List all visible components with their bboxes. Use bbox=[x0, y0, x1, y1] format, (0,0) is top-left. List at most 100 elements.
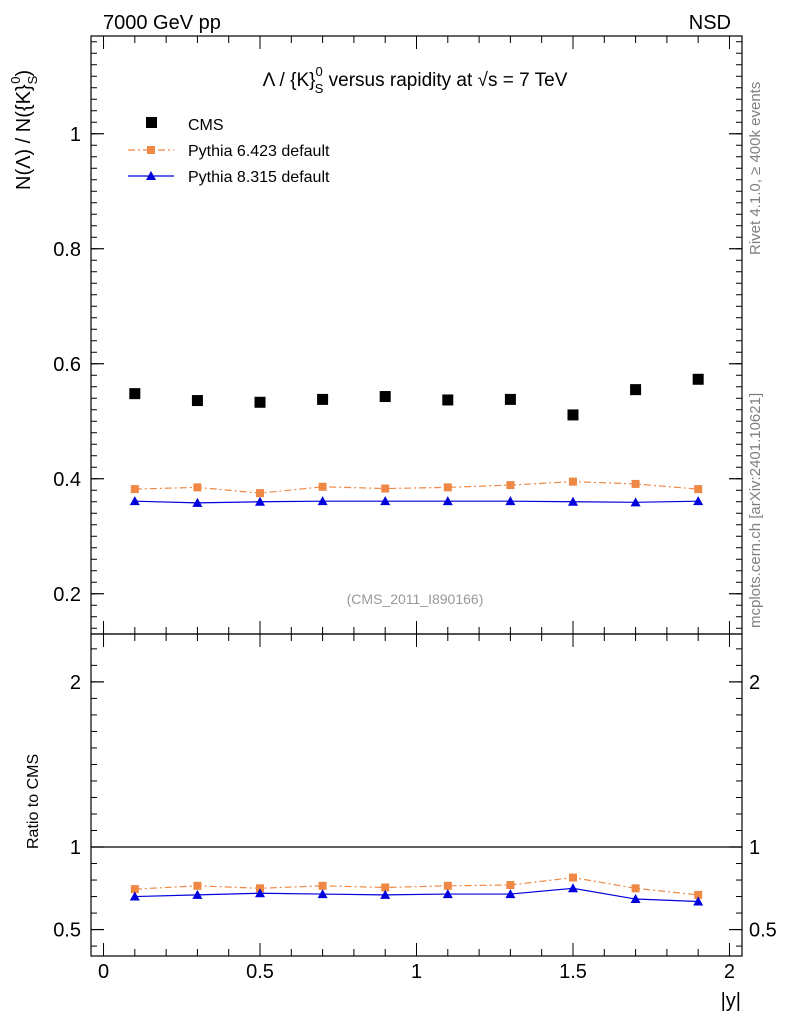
main-pythia8-point bbox=[567, 496, 578, 506]
ratio-frame bbox=[90, 633, 743, 957]
x-tick-label: 2 bbox=[724, 961, 735, 983]
main-cms-point bbox=[317, 393, 329, 405]
main-y-tick-label: 0.8 bbox=[53, 239, 81, 261]
ylabel-close: ) bbox=[13, 70, 35, 77]
ratio-y-tick-label-right: 1 bbox=[749, 837, 760, 859]
ratio-pythia8-point bbox=[630, 894, 641, 904]
title-slash: / {K} bbox=[274, 70, 315, 91]
main-pythia8-point bbox=[442, 496, 453, 506]
ratio-pythia8-point bbox=[129, 891, 140, 901]
main-pythia8-point bbox=[317, 496, 328, 506]
main-pythia8-point bbox=[505, 496, 516, 506]
ratio-ticks: 0.5 0.5 1 1 2 2 0 0.5 1 1.5 2 bbox=[53, 634, 777, 983]
legend-py8-marker bbox=[146, 171, 156, 180]
title-sqrt: √ bbox=[478, 70, 489, 91]
legend: CMS Pythia 6.423 default Pythia 8.315 de… bbox=[128, 117, 330, 186]
mcplots-label: mcplots.cern.ch [arXiv:2401.10621] bbox=[747, 393, 764, 628]
header-right: NSD bbox=[689, 12, 731, 34]
title-mid: versus rapidity at bbox=[323, 70, 477, 91]
main-pythia8-point bbox=[693, 496, 704, 506]
main-y-tick-label: 1 bbox=[70, 124, 81, 146]
main-pythia8-point bbox=[192, 497, 203, 507]
ratio-y-tick-label-left: 1 bbox=[70, 837, 81, 859]
main-y-tick-label: 0.2 bbox=[53, 584, 81, 606]
main-cms-point bbox=[442, 394, 454, 406]
title-sub: S bbox=[315, 81, 324, 96]
ratio-pythia6-point bbox=[694, 890, 703, 899]
analysis-watermark: (CMS_2011_I890166) bbox=[347, 591, 484, 607]
main-cms-point bbox=[379, 391, 391, 403]
main-cms-point bbox=[129, 388, 141, 400]
header-left: 7000 GeV pp bbox=[103, 12, 221, 34]
main-y-tick-label: 0.4 bbox=[53, 469, 81, 491]
ratio-pythia8-point bbox=[380, 889, 391, 899]
x-tick-label: 0.5 bbox=[246, 961, 274, 983]
main-pythia8-point bbox=[630, 497, 641, 507]
title-sup: 0 bbox=[315, 64, 322, 79]
ylabel-sub: S bbox=[25, 75, 40, 84]
main-pythia8-point bbox=[129, 496, 140, 506]
main-pythia6-point bbox=[130, 485, 139, 494]
main-cms-point bbox=[504, 393, 516, 405]
main-marks bbox=[129, 373, 704, 507]
main-cms-point bbox=[254, 396, 266, 408]
title-lambda: Λ bbox=[263, 70, 276, 91]
ratio-pythia8-point bbox=[255, 888, 266, 898]
ratio-pythia6-point bbox=[193, 881, 202, 890]
ratio-y-tick-label-right: 2 bbox=[749, 672, 760, 694]
ratio-pythia8-point bbox=[693, 896, 704, 906]
ratio-pythia6-point bbox=[130, 885, 139, 894]
ylabel-sup: 0 bbox=[8, 76, 23, 83]
main-cms-point bbox=[692, 373, 704, 385]
main-pythia6-point bbox=[694, 485, 703, 494]
main-pythia6-point bbox=[318, 482, 327, 491]
rivet-label: Rivet 4.1.0, ≥ 400k events bbox=[747, 82, 764, 255]
ratio-pythia6-point bbox=[318, 881, 327, 890]
ratio-pythia6-point bbox=[381, 883, 390, 892]
ratio-pythia6-point bbox=[568, 873, 577, 882]
x-tick-label: 1.5 bbox=[559, 961, 587, 983]
main-pythia6-point bbox=[381, 484, 390, 493]
main-panel: 0.20.40.60.81 Λ / {K}0 S versus rapidity … bbox=[8, 35, 743, 635]
chart-title: Λ / {K}0 S versus rapidity at √s = 7 TeV bbox=[263, 64, 568, 96]
main-ticks: 0.2 0.4 0.6 0.8 1 bbox=[53, 36, 742, 634]
ratio-y-tick-label-right: 0.5 bbox=[749, 920, 777, 942]
ratio-pythia8-point bbox=[442, 889, 453, 899]
main-pythia6-point bbox=[193, 483, 202, 492]
ratio-pythia6-point bbox=[443, 881, 452, 890]
ratio-panel: 0.5 0.5 1 1 2 2 0 0.5 1 1.5 2 Ratio to CMS |y| bbox=[25, 633, 777, 1012]
legend-cms-label: CMS bbox=[188, 117, 224, 134]
x-axis-label: |y| bbox=[721, 990, 741, 1012]
ratio-pythia8-point bbox=[317, 889, 328, 899]
ratio-y-tick-label-left: 2 bbox=[70, 672, 81, 694]
ratio-pythia8-line bbox=[134, 887, 699, 903]
ylabel-main: N(Λ) / N({K} bbox=[13, 84, 35, 190]
x-tick-label: 0 bbox=[98, 961, 109, 983]
main-pythia6-line bbox=[134, 481, 699, 494]
main-pythia6-point bbox=[506, 481, 515, 490]
ratio-y-tick-label-left: 0.5 bbox=[53, 920, 81, 942]
legend-py8-label: Pythia 8.315 default bbox=[188, 169, 330, 186]
legend-py6-marker bbox=[147, 146, 155, 154]
ratio-marks bbox=[91, 846, 742, 906]
ratio-pythia8-point bbox=[567, 883, 578, 893]
ratio-pythia8-point bbox=[505, 889, 516, 899]
main-pythia8-point bbox=[380, 496, 391, 506]
main-pythia6-point bbox=[631, 479, 640, 488]
ratio-pythia8-point bbox=[192, 889, 203, 899]
main-cms-point bbox=[191, 395, 203, 407]
ratio-pythia6-point bbox=[631, 884, 640, 893]
legend-py6-label: Pythia 6.423 default bbox=[188, 143, 330, 160]
main-pythia6-point bbox=[256, 489, 265, 498]
main-pythia6-point bbox=[443, 483, 452, 492]
main-cms-point bbox=[567, 409, 579, 421]
y-axis-label: N(Λ) / N({K}S0) bbox=[8, 70, 40, 190]
title-end: s = 7 TeV bbox=[488, 70, 568, 91]
main-cms-point bbox=[630, 384, 642, 396]
main-pythia8-line bbox=[134, 500, 699, 504]
main-y-tick-label: 0.6 bbox=[53, 354, 81, 376]
main-pythia6-point bbox=[568, 477, 577, 486]
ratio-y-label: Ratio to CMS bbox=[25, 754, 42, 849]
legend-cms-marker bbox=[146, 117, 157, 128]
